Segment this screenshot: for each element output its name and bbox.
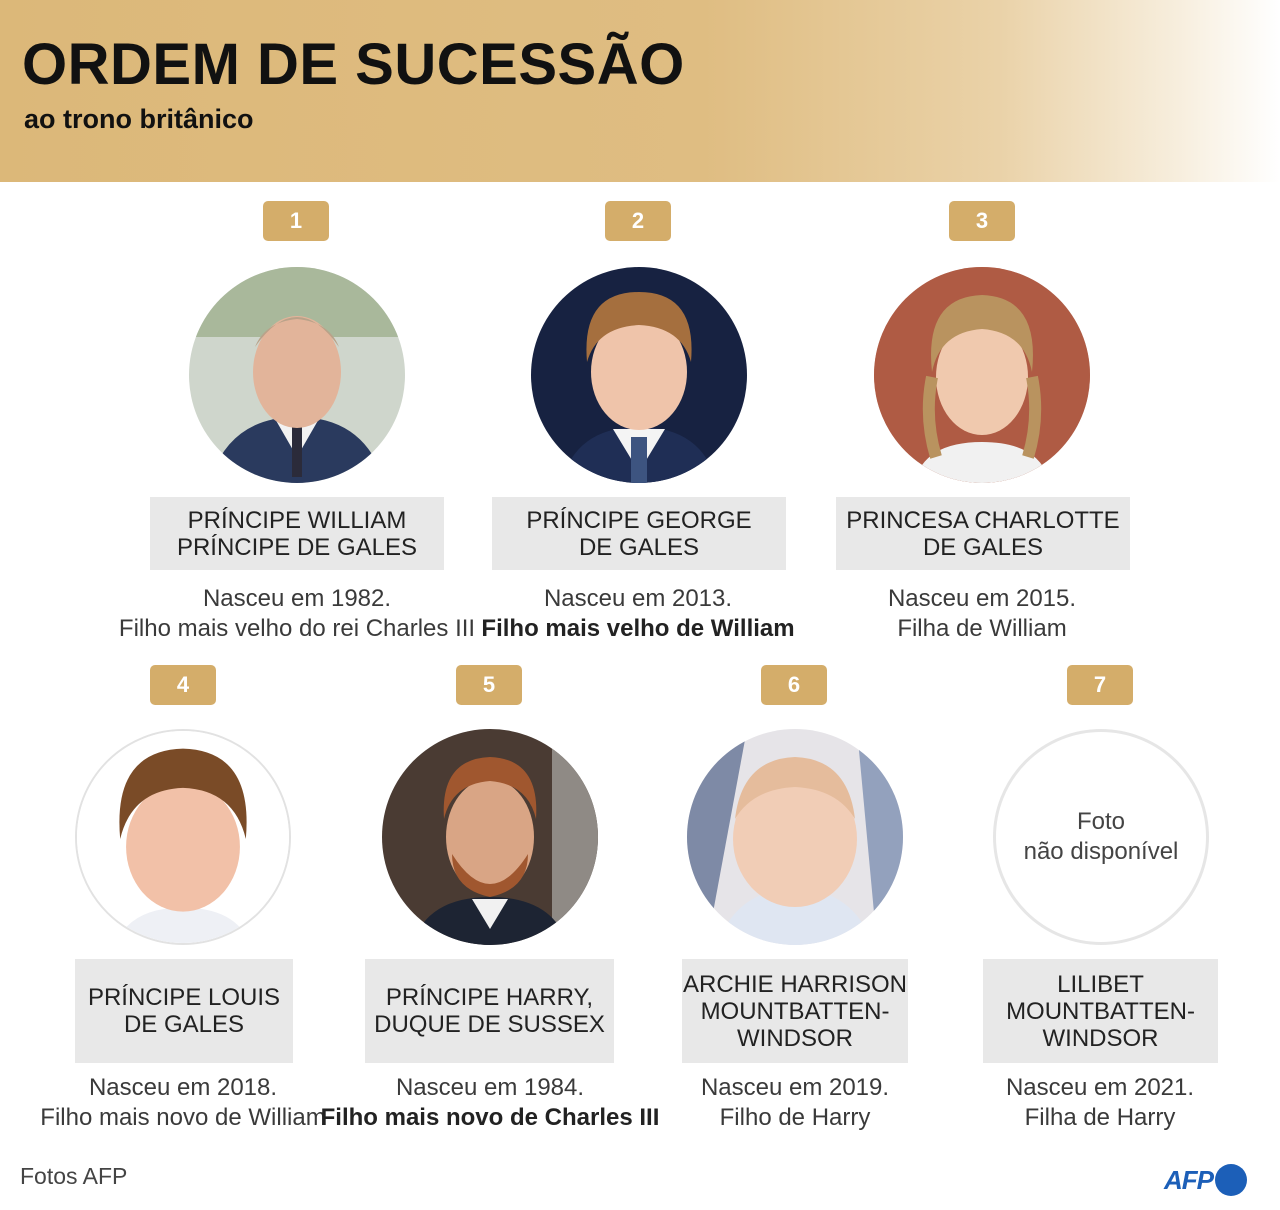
photo-placeholder: Foto não disponível (993, 729, 1209, 945)
person-description: Nasceu em 1984. Filho mais novo de Charl… (290, 1073, 690, 1133)
person-name: PRÍNCIPE WILLIAM PRÍNCIPE DE GALES (150, 497, 444, 570)
person-description: Nasceu em 1982. Filho mais velho do rei … (97, 584, 497, 644)
person-name: PRÍNCIPE HARRY, DUQUE DE SUSSEX (365, 959, 614, 1063)
birth-year-text: Nasceu em 2015. (887, 585, 1077, 612)
photo-william (189, 267, 405, 483)
rank-badge: 4 (150, 665, 216, 705)
photo-george (531, 267, 747, 483)
rank-badge: 6 (761, 665, 827, 705)
afp-logo-text: AFP (1164, 1164, 1214, 1195)
rank-badge: 2 (605, 201, 671, 241)
photo-charlotte (874, 267, 1090, 483)
relation-text: Filho mais novo de William (40, 1104, 326, 1131)
person-description: Nasceu em 2015. Filha de William (782, 584, 1182, 644)
relation-text: Filha de William (897, 615, 1067, 642)
photo-louis (75, 729, 291, 945)
photo-unavailable-text: Foto não disponível (1023, 808, 1179, 865)
person-description: Nasceu em 2021. Filha de Harry (900, 1073, 1280, 1133)
person-description: Nasceu em 2019. Filho de Harry (595, 1073, 995, 1133)
rank-badge: 3 (949, 201, 1015, 241)
person-name: PRÍNCIPE LOUIS DE GALES (75, 959, 293, 1063)
person-name: PRINCESA CHARLOTTE DE GALES (836, 497, 1130, 570)
page-title: ORDEM DE SUCESSÃO (22, 32, 685, 97)
birth-year-text: Nasceu em 1984. (395, 1074, 585, 1101)
birth-year-text: Nasceu em 2021. (1005, 1074, 1195, 1101)
rank-badge: 1 (263, 201, 329, 241)
person-name: ARCHIE HARRISON MOUNTBATTEN- WINDSOR (682, 959, 908, 1063)
afp-logo-dot (1215, 1164, 1247, 1196)
rank-badge: 5 (456, 665, 522, 705)
relation-text: Filho mais novo de Charles III (320, 1104, 660, 1131)
person-name: LILIBET MOUNTBATTEN- WINDSOR (983, 959, 1218, 1063)
birth-year-text: Nasceu em 2013. (543, 585, 733, 612)
rank-badge: 7 (1067, 665, 1133, 705)
afp-logo: AFP (1164, 1163, 1247, 1197)
photo-archie (687, 729, 903, 945)
person-description: Nasceu em 2018. Filho mais novo de Willi… (0, 1073, 383, 1133)
page-subtitle: ao trono britânico (24, 104, 254, 134)
person-name: PRÍNCIPE GEORGE DE GALES (492, 497, 786, 570)
person-description: Nasceu em 2013. Filho mais velho de Will… (438, 584, 838, 644)
photo-harry (382, 729, 598, 945)
birth-year-text: Nasceu em 2019. (700, 1074, 890, 1101)
header-banner: ORDEM DE SUCESSÃO ao trono britânico (0, 0, 1280, 182)
relation-text: Filho mais velho do rei Charles III (118, 615, 476, 642)
birth-year-text: Nasceu em 2018. (88, 1074, 278, 1101)
relation-text: Filho mais velho de William (481, 615, 795, 642)
photo-credit: Fotos AFP (20, 1163, 128, 1189)
relation-text: Filho de Harry (719, 1104, 871, 1131)
relation-text: Filha de Harry (1024, 1104, 1176, 1131)
birth-year-text: Nasceu em 1982. (202, 585, 392, 612)
